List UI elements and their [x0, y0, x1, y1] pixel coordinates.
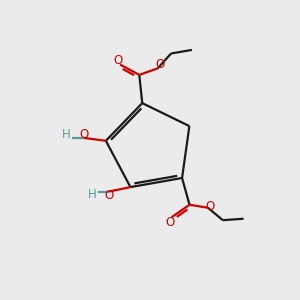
Text: O: O: [113, 53, 122, 67]
Text: O: O: [206, 200, 215, 213]
Text: O: O: [79, 128, 88, 141]
Text: O: O: [104, 189, 114, 202]
Text: O: O: [166, 216, 175, 229]
Text: H: H: [87, 188, 96, 201]
Text: H: H: [62, 128, 71, 141]
Text: O: O: [155, 58, 165, 71]
